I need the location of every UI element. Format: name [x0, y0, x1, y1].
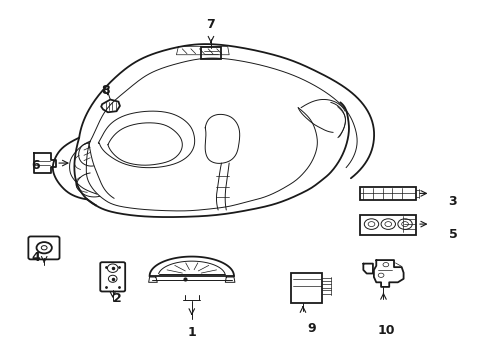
Text: 2: 2	[113, 292, 122, 305]
Text: 7: 7	[206, 18, 215, 31]
Bar	[290, 273, 322, 303]
Text: 5: 5	[447, 228, 456, 241]
Text: 10: 10	[376, 324, 394, 337]
Text: 4: 4	[32, 251, 41, 264]
Text: 3: 3	[447, 195, 456, 208]
Text: 8: 8	[101, 84, 110, 96]
Text: 1: 1	[187, 326, 196, 339]
Bar	[359, 187, 415, 201]
Bar	[359, 215, 415, 235]
Text: 6: 6	[32, 159, 41, 172]
Text: 9: 9	[306, 322, 315, 335]
